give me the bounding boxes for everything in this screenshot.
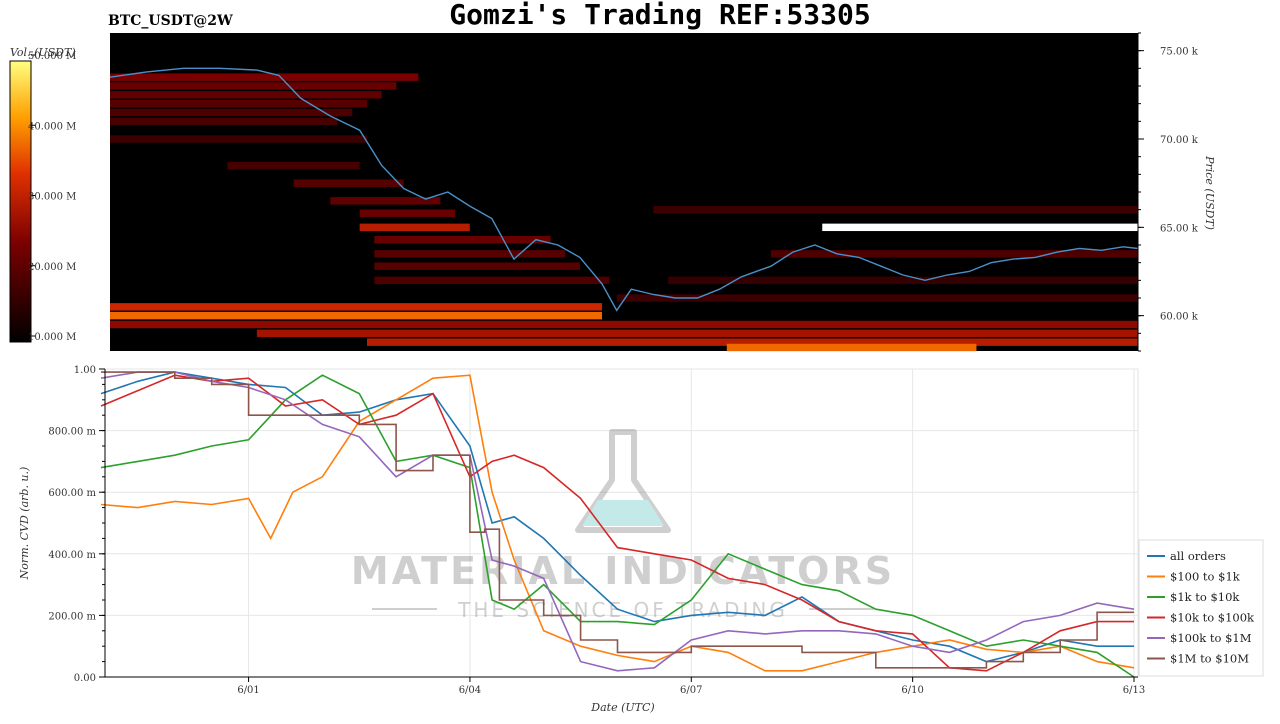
price-tick-label: 70.00 k xyxy=(1160,135,1199,146)
cvd-y-tick-label: 0.00 xyxy=(74,673,96,684)
heatmap-band xyxy=(110,73,419,81)
cvd-series-line xyxy=(100,371,1135,672)
chart-title: Gomzi's Trading REF:53305 xyxy=(449,0,870,31)
colorbar-tick-label: 30.000 M xyxy=(28,192,76,203)
heatmap-band xyxy=(227,161,360,170)
heatmap-band xyxy=(359,209,456,217)
legend-box xyxy=(1138,539,1264,677)
heatmap-band xyxy=(726,343,977,352)
price-axis: 60.00 k 65.00 k 70.00 k 75.00 k xyxy=(1137,32,1199,352)
legend-label: $1M to $10M xyxy=(1170,652,1249,666)
cvd-y-tick-label: 200.00 m xyxy=(48,611,96,622)
cvd-y-tick-label: 1.00 xyxy=(74,365,96,376)
cvd-x-tick-label: 6/07 xyxy=(680,685,702,696)
cvd-y-tick-label: 600.00 m xyxy=(48,488,96,499)
colorbar-tick-label: 50.000 M xyxy=(28,51,76,62)
heatmap-band xyxy=(653,205,1138,214)
heatmap-band xyxy=(110,91,382,99)
heatmap-band xyxy=(822,223,1138,232)
heatmap-band xyxy=(110,99,367,108)
heatmap-band xyxy=(668,276,1138,285)
legend-label: $100 to $1k xyxy=(1170,570,1241,584)
heatmap-band xyxy=(374,250,566,258)
heatmap-band xyxy=(374,262,580,270)
cvd-x-tick-label: 6/01 xyxy=(237,685,259,696)
heatmap-band xyxy=(293,179,404,187)
price-tick-label: 65.00 k xyxy=(1160,223,1199,234)
cvd-x-tick-label: 6/04 xyxy=(459,685,481,696)
heatmap-band xyxy=(256,329,1138,338)
heatmap-band xyxy=(616,294,1138,302)
colorbar-ticks: 10.000 M 20.000 M 30.000 M 40.000 M 50.000 M xyxy=(28,51,76,343)
heatmap-band xyxy=(110,135,367,143)
colorbar-tick-label: 10.000 M xyxy=(28,332,76,343)
cvd-x-tick-label: 6/10 xyxy=(901,685,923,696)
heatmap-band xyxy=(110,303,602,311)
heatmap-band xyxy=(110,320,1138,329)
colorbar-tick-label: 20.000 M xyxy=(28,262,76,273)
legend-label: $10k to $100k xyxy=(1170,611,1255,625)
cvd-x-axis-label: Date (UTC) xyxy=(590,701,654,714)
cvd-series-line xyxy=(100,374,1135,678)
heatmap-band xyxy=(367,338,1138,346)
cvd-y-tick-label: 800.00 m xyxy=(48,427,96,438)
legend-label: $1k to $10k xyxy=(1170,590,1240,604)
price-tick-label: 60.00 k xyxy=(1160,312,1199,323)
flask-icon xyxy=(575,429,671,533)
heatmap-band xyxy=(110,311,602,320)
heatmap-band xyxy=(359,223,470,232)
cvd-x-tick-label: 6/13 xyxy=(1123,685,1145,696)
watermark-tagline: THE SCIENCE OF TRADING xyxy=(457,598,788,622)
colorbar-label: Vol. (USDT) xyxy=(10,46,76,59)
cvd-y-tick-label: 400.00 m xyxy=(48,550,96,561)
heatmap-bands xyxy=(110,73,1138,352)
cvd-series xyxy=(100,371,1135,678)
cvd-series-line xyxy=(101,371,1134,669)
heatmap-band xyxy=(374,276,610,285)
legend: all orders $100 to $1k $1k to $10k $10k to … xyxy=(1147,549,1255,666)
heatmap-band xyxy=(110,82,397,90)
cvd-y-axis-label: Norm. CVD (arb. u.) xyxy=(18,467,31,581)
heatmap-band xyxy=(770,250,1138,258)
colorbar xyxy=(9,60,32,343)
cvd-axes: 0.00 200.00 m 400.00 m 600.00 m 800.00 m 1.00… xyxy=(48,365,1145,696)
watermark-brand: MATERIAL INDICATORS xyxy=(351,549,895,593)
cvd-series-line xyxy=(100,374,1135,672)
price-axis-label: Price (USDT) xyxy=(1203,155,1216,230)
price-line xyxy=(109,67,1139,312)
flask-liquid xyxy=(582,500,664,526)
heatmap-band xyxy=(330,197,441,205)
colorbar-tick-label: 40.000 M xyxy=(28,121,76,132)
cvd-series-line xyxy=(100,371,1134,663)
price-tick-label: 75.00 k xyxy=(1160,47,1199,58)
heatmap-band xyxy=(110,117,338,126)
heatmap-band xyxy=(110,108,353,117)
legend-label: all orders xyxy=(1170,549,1226,563)
symbol-label: BTC_USDT@2W xyxy=(108,13,233,29)
cvd-plot-area xyxy=(104,368,1139,678)
legend-label: $100k to $1M xyxy=(1170,631,1252,645)
cvd-grid xyxy=(105,368,1138,678)
heatmap-band xyxy=(374,235,551,244)
